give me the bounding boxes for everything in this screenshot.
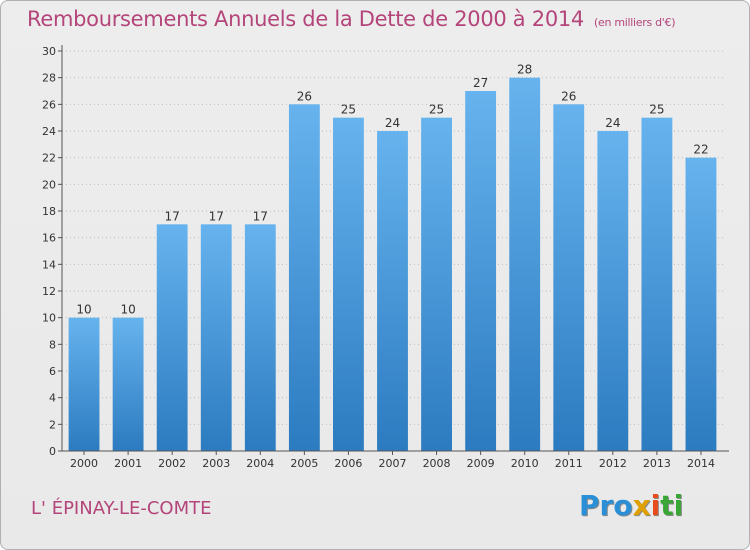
- bar-value-label: 26: [297, 89, 312, 103]
- x-tick-label: 2006: [334, 457, 362, 470]
- bar: [641, 117, 673, 452]
- bar-value-label: 24: [605, 116, 620, 130]
- bar-value-label: 27: [473, 76, 488, 90]
- bar-value-label: 10: [76, 303, 91, 317]
- bar: [68, 317, 100, 451]
- bar: [112, 317, 144, 451]
- x-tick-label: 2005: [290, 457, 318, 470]
- bar: [597, 131, 629, 451]
- x-tick-label: 2008: [423, 457, 451, 470]
- bar: [685, 157, 717, 451]
- y-tick-label: 18: [42, 205, 56, 218]
- x-tick-label: 2002: [158, 457, 186, 470]
- logo-part-2: x: [632, 489, 651, 522]
- logo-part-3: i: [650, 489, 661, 522]
- y-tick-label: 30: [42, 45, 56, 58]
- bar-value-label: 22: [693, 143, 708, 157]
- logo-part-4: ti: [660, 489, 684, 522]
- y-tick-label: 0: [49, 445, 56, 458]
- bar: [200, 224, 232, 451]
- x-tick-label: 2007: [379, 457, 407, 470]
- y-tick-label: 22: [42, 152, 56, 165]
- bar: [509, 77, 541, 452]
- bar-value-label: 17: [253, 209, 268, 223]
- chart-title-text: Remboursements Annuels de la Dette de 20…: [27, 7, 584, 31]
- bar: [465, 91, 497, 451]
- bar: [377, 131, 408, 451]
- x-tick-label: 2010: [511, 457, 539, 470]
- bar-value-label: 25: [649, 103, 664, 117]
- y-tick-label: 20: [42, 178, 56, 191]
- bar-value-label: 25: [341, 103, 356, 117]
- y-tick-label: 16: [42, 232, 56, 245]
- bar-value-label: 28: [517, 63, 532, 77]
- chart-title: Remboursements Annuels de la Dette de 20…: [27, 7, 675, 31]
- y-tick-label: 24: [42, 125, 56, 138]
- bar-value-label: 26: [561, 89, 576, 103]
- bar-value-label: 25: [429, 103, 444, 117]
- bar-value-label: 17: [209, 209, 224, 223]
- x-tick-label: 2004: [246, 457, 274, 470]
- y-tick-label: 4: [49, 392, 56, 405]
- chart-subtitle: (en milliers d'€): [594, 16, 676, 29]
- y-tick-label: 2: [49, 418, 56, 431]
- axes: [61, 45, 729, 452]
- bar: [288, 104, 320, 451]
- bar: [156, 224, 188, 451]
- x-tick-label: 2003: [202, 457, 230, 470]
- y-tick-label: 26: [42, 98, 56, 111]
- x-tick-label: 2012: [599, 457, 627, 470]
- x-tick-label: 2013: [643, 457, 671, 470]
- x-tick-label: 2014: [687, 457, 715, 470]
- x-tick-label: 2001: [114, 457, 142, 470]
- logo-part-1: Pro: [579, 489, 633, 522]
- y-tick-label: 28: [42, 72, 56, 85]
- bar-value-label: 10: [120, 303, 135, 317]
- proxiti-logo: Proxiti: [579, 489, 683, 522]
- y-tick-label: 12: [42, 285, 56, 298]
- y-tick-label: 14: [42, 258, 56, 271]
- y-tick-label: 10: [42, 312, 56, 325]
- commune-name: L' ÉPINAY-LE-COMTE: [31, 498, 212, 519]
- bar: [333, 117, 364, 452]
- bar: [553, 104, 585, 451]
- y-tick-label: 6: [49, 365, 56, 378]
- x-tick-label: 2011: [555, 457, 583, 470]
- x-tick-label: 2009: [467, 457, 495, 470]
- bar: [421, 117, 452, 452]
- bar: [244, 224, 276, 451]
- bar-value-label: 24: [385, 116, 400, 130]
- bar-value-label: 17: [165, 209, 180, 223]
- x-tick-label: 2000: [70, 457, 98, 470]
- x-axis-ticks: 2000 2001 2002 2003 2004 2005 2006 2007 2008 2009…: [70, 451, 715, 470]
- bars: 10 10 17 17 17 26 25 24 25 27 28 26 24 25 22: [68, 63, 717, 452]
- y-tick-label: 8: [49, 338, 56, 351]
